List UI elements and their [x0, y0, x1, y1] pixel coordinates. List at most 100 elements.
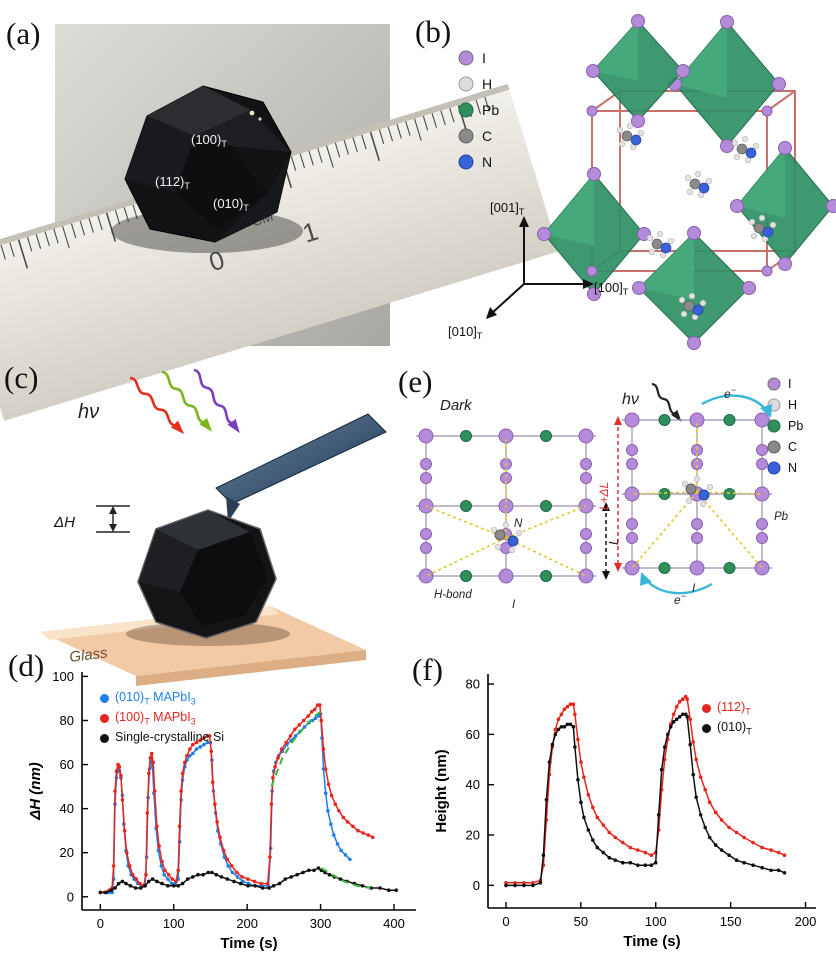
panel-c-label: (c) — [4, 360, 39, 395]
series-marker — [643, 850, 648, 855]
series-marker — [176, 868, 180, 873]
series-marker — [183, 760, 187, 765]
series-marker — [194, 747, 199, 751]
hydrogen-atom — [731, 139, 739, 147]
nitrogen-atom — [630, 134, 642, 146]
atom-legend: I H Pb C N — [458, 50, 499, 170]
iodine-atom — [761, 265, 773, 277]
ruler-tick — [97, 215, 103, 231]
crystal-facet — [215, 152, 291, 242]
series-marker — [188, 753, 192, 758]
series-marker — [138, 886, 143, 890]
arrowhead — [760, 404, 772, 418]
x-tick-label: 100 — [163, 916, 185, 931]
series-marker — [306, 714, 310, 718]
iodine-atom — [691, 518, 703, 530]
carbon-atom — [753, 222, 765, 234]
series-marker — [776, 850, 781, 855]
ruler-tick — [290, 156, 297, 171]
series-marker — [213, 802, 217, 806]
electron-label-bottom: e− — [674, 591, 686, 607]
series-marker — [116, 881, 121, 886]
legend-label-C: C — [788, 440, 797, 454]
legend-item: (100)T MAPbI3 — [100, 710, 224, 727]
legend-swatch-C — [458, 128, 474, 144]
ma-cation-clusters — [616, 122, 777, 321]
arrowhead — [602, 571, 610, 580]
series-marker — [180, 881, 185, 886]
series-marker — [734, 858, 739, 862]
series-marker — [310, 718, 315, 723]
arrowhead — [602, 502, 610, 511]
legend-item: (112)T — [702, 700, 752, 717]
molecule-cluster — [678, 292, 707, 321]
lattice-light — [622, 412, 772, 576]
chart-f-legend: (112)T (010)T — [702, 700, 752, 737]
series-marker — [579, 760, 583, 764]
nitrogen-atom — [692, 304, 704, 316]
panel-d-label: (d) — [8, 648, 45, 683]
series-marker — [166, 884, 170, 888]
series-marker — [312, 868, 316, 873]
series-marker — [295, 872, 299, 877]
series-marker — [312, 707, 317, 712]
x-axis-title: Time (s) — [623, 933, 680, 950]
series-marker — [240, 875, 244, 879]
y-tick-label: 0 — [67, 889, 74, 904]
hydrogen-atom — [515, 529, 523, 537]
ruler-tick — [114, 209, 121, 225]
series-marker — [671, 720, 676, 724]
series-marker — [117, 765, 122, 769]
series-marker — [268, 855, 272, 859]
legend-label-I: I — [482, 50, 486, 66]
series-marker — [198, 738, 202, 743]
series-marker — [504, 881, 508, 885]
legend-item: (010)T MAPbI3 — [100, 690, 224, 707]
iodine-atom — [761, 105, 773, 117]
series-marker — [751, 840, 755, 845]
arrowhead — [486, 307, 497, 319]
series-marker — [565, 722, 570, 727]
ruler-tick — [440, 110, 446, 126]
series-marker — [683, 694, 688, 699]
series-marker — [143, 884, 147, 888]
series-marker — [232, 879, 236, 884]
series-marker — [680, 712, 685, 717]
series-marker — [582, 775, 586, 779]
series-marker — [205, 740, 210, 745]
panel-a-label: (a) — [6, 16, 41, 51]
series-marker — [345, 820, 350, 824]
iodine-atom — [420, 472, 432, 484]
series-marker — [531, 881, 535, 885]
series-marker — [338, 877, 343, 881]
series-marker — [662, 745, 667, 749]
x-tick-label: 200 — [795, 914, 817, 929]
legend-swatch-Pb — [767, 419, 781, 433]
series-marker — [225, 877, 230, 881]
hydrogen-atom — [750, 232, 758, 240]
series-marker — [289, 875, 294, 879]
ruler-tick — [326, 145, 334, 168]
pb-atom-label: Pb — [774, 511, 789, 523]
series-marker — [707, 835, 712, 840]
iodine-label-left: I — [512, 599, 516, 611]
series-marker — [194, 740, 199, 745]
series-marker — [576, 737, 580, 742]
series-marker — [147, 879, 151, 884]
ruler-tick — [26, 236, 33, 252]
molecule-cluster — [684, 170, 713, 199]
legend-label-H: H — [482, 76, 492, 92]
y-tick-label: 20 — [466, 828, 480, 843]
n-atom-label: N — [514, 518, 523, 530]
crystal-schematic — [126, 509, 290, 646]
chart-d: 0 100 200 300 400 0 20 40 60 80 100 Time (s) ΔH (nm) — [27, 669, 416, 952]
afm-tip — [226, 496, 240, 522]
series-marker — [343, 853, 348, 857]
series-marker — [613, 858, 618, 862]
crystal-facet — [180, 532, 268, 626]
series-marker — [361, 831, 365, 835]
panel-c-schematic: hν ΔH Glass — [40, 368, 387, 686]
hydrogen-bond — [631, 491, 698, 569]
series-marker — [348, 857, 352, 862]
series-marker — [333, 802, 338, 806]
